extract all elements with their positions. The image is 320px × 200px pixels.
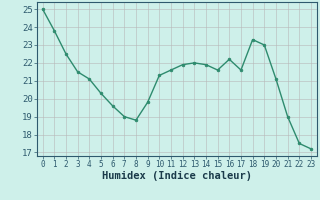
X-axis label: Humidex (Indice chaleur): Humidex (Indice chaleur) — [102, 171, 252, 181]
